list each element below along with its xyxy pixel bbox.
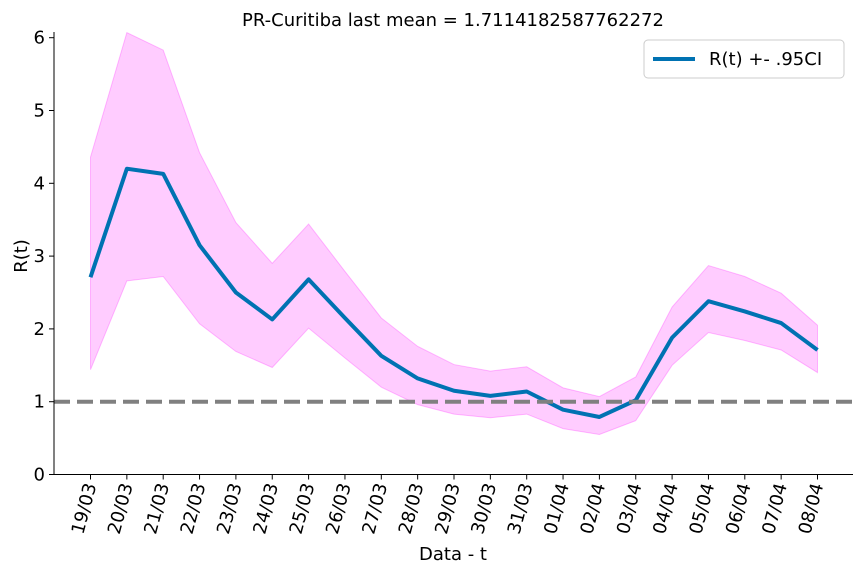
x-tick-label: 24/03 [249, 481, 283, 537]
confidence-band [90, 31, 818, 435]
x-tick-label: 07/04 [758, 481, 792, 537]
x-tick-label: 26/03 [322, 481, 356, 537]
y-tick-label: 5 [34, 101, 45, 122]
y-tick-label: 4 [34, 173, 45, 194]
x-tick-label: 22/03 [177, 481, 211, 537]
x-tick-label: 29/03 [431, 481, 465, 537]
confidence-band-layer [90, 31, 818, 435]
plot-area [54, 31, 853, 435]
chart-title: PR-Curitiba last mean = 1.71141825877622… [242, 10, 664, 31]
x-tick-label: 02/04 [577, 481, 611, 537]
x-tick-label: 28/03 [395, 481, 429, 537]
x-axis-label: Data - t [419, 544, 487, 565]
x-tick-label: 30/03 [467, 481, 501, 537]
x-tick-label: 06/04 [722, 481, 756, 537]
y-axis-ticks: 0 1 2 3 4 5 6 [34, 28, 54, 486]
series-line-layer [88, 166, 819, 419]
x-tick-label: 23/03 [213, 481, 247, 537]
y-tick-label: 2 [34, 319, 45, 340]
x-axis-ticks: 19/03 20/03 21/03 22/03 23/03 24/03 25/03 26/03… [68, 474, 829, 537]
x-tick-label: 01/04 [540, 481, 574, 537]
x-tick-label: 20/03 [104, 481, 138, 537]
y-tick-label: 3 [34, 246, 45, 267]
y-axis-label: R(t) [11, 239, 32, 273]
x-tick-label: 31/03 [504, 481, 538, 537]
x-tick-label: 19/03 [68, 481, 102, 537]
y-tick-label: 0 [34, 465, 45, 486]
y-tick-label: 6 [34, 28, 45, 49]
x-tick-label: 08/04 [795, 481, 829, 537]
x-tick-label: 27/03 [358, 481, 392, 537]
x-tick-label: 03/04 [613, 481, 647, 537]
y-tick-label: 1 [34, 392, 45, 413]
x-tick-label: 05/04 [686, 481, 720, 537]
legend: R(t) +- .95CI [643, 39, 845, 79]
x-tick-label: 25/03 [286, 481, 320, 537]
legend-frame [643, 39, 845, 79]
legend-label-rt: R(t) +- .95CI [709, 49, 822, 70]
x-tick-label: 21/03 [140, 481, 174, 537]
x-tick-label: 04/04 [649, 481, 683, 537]
